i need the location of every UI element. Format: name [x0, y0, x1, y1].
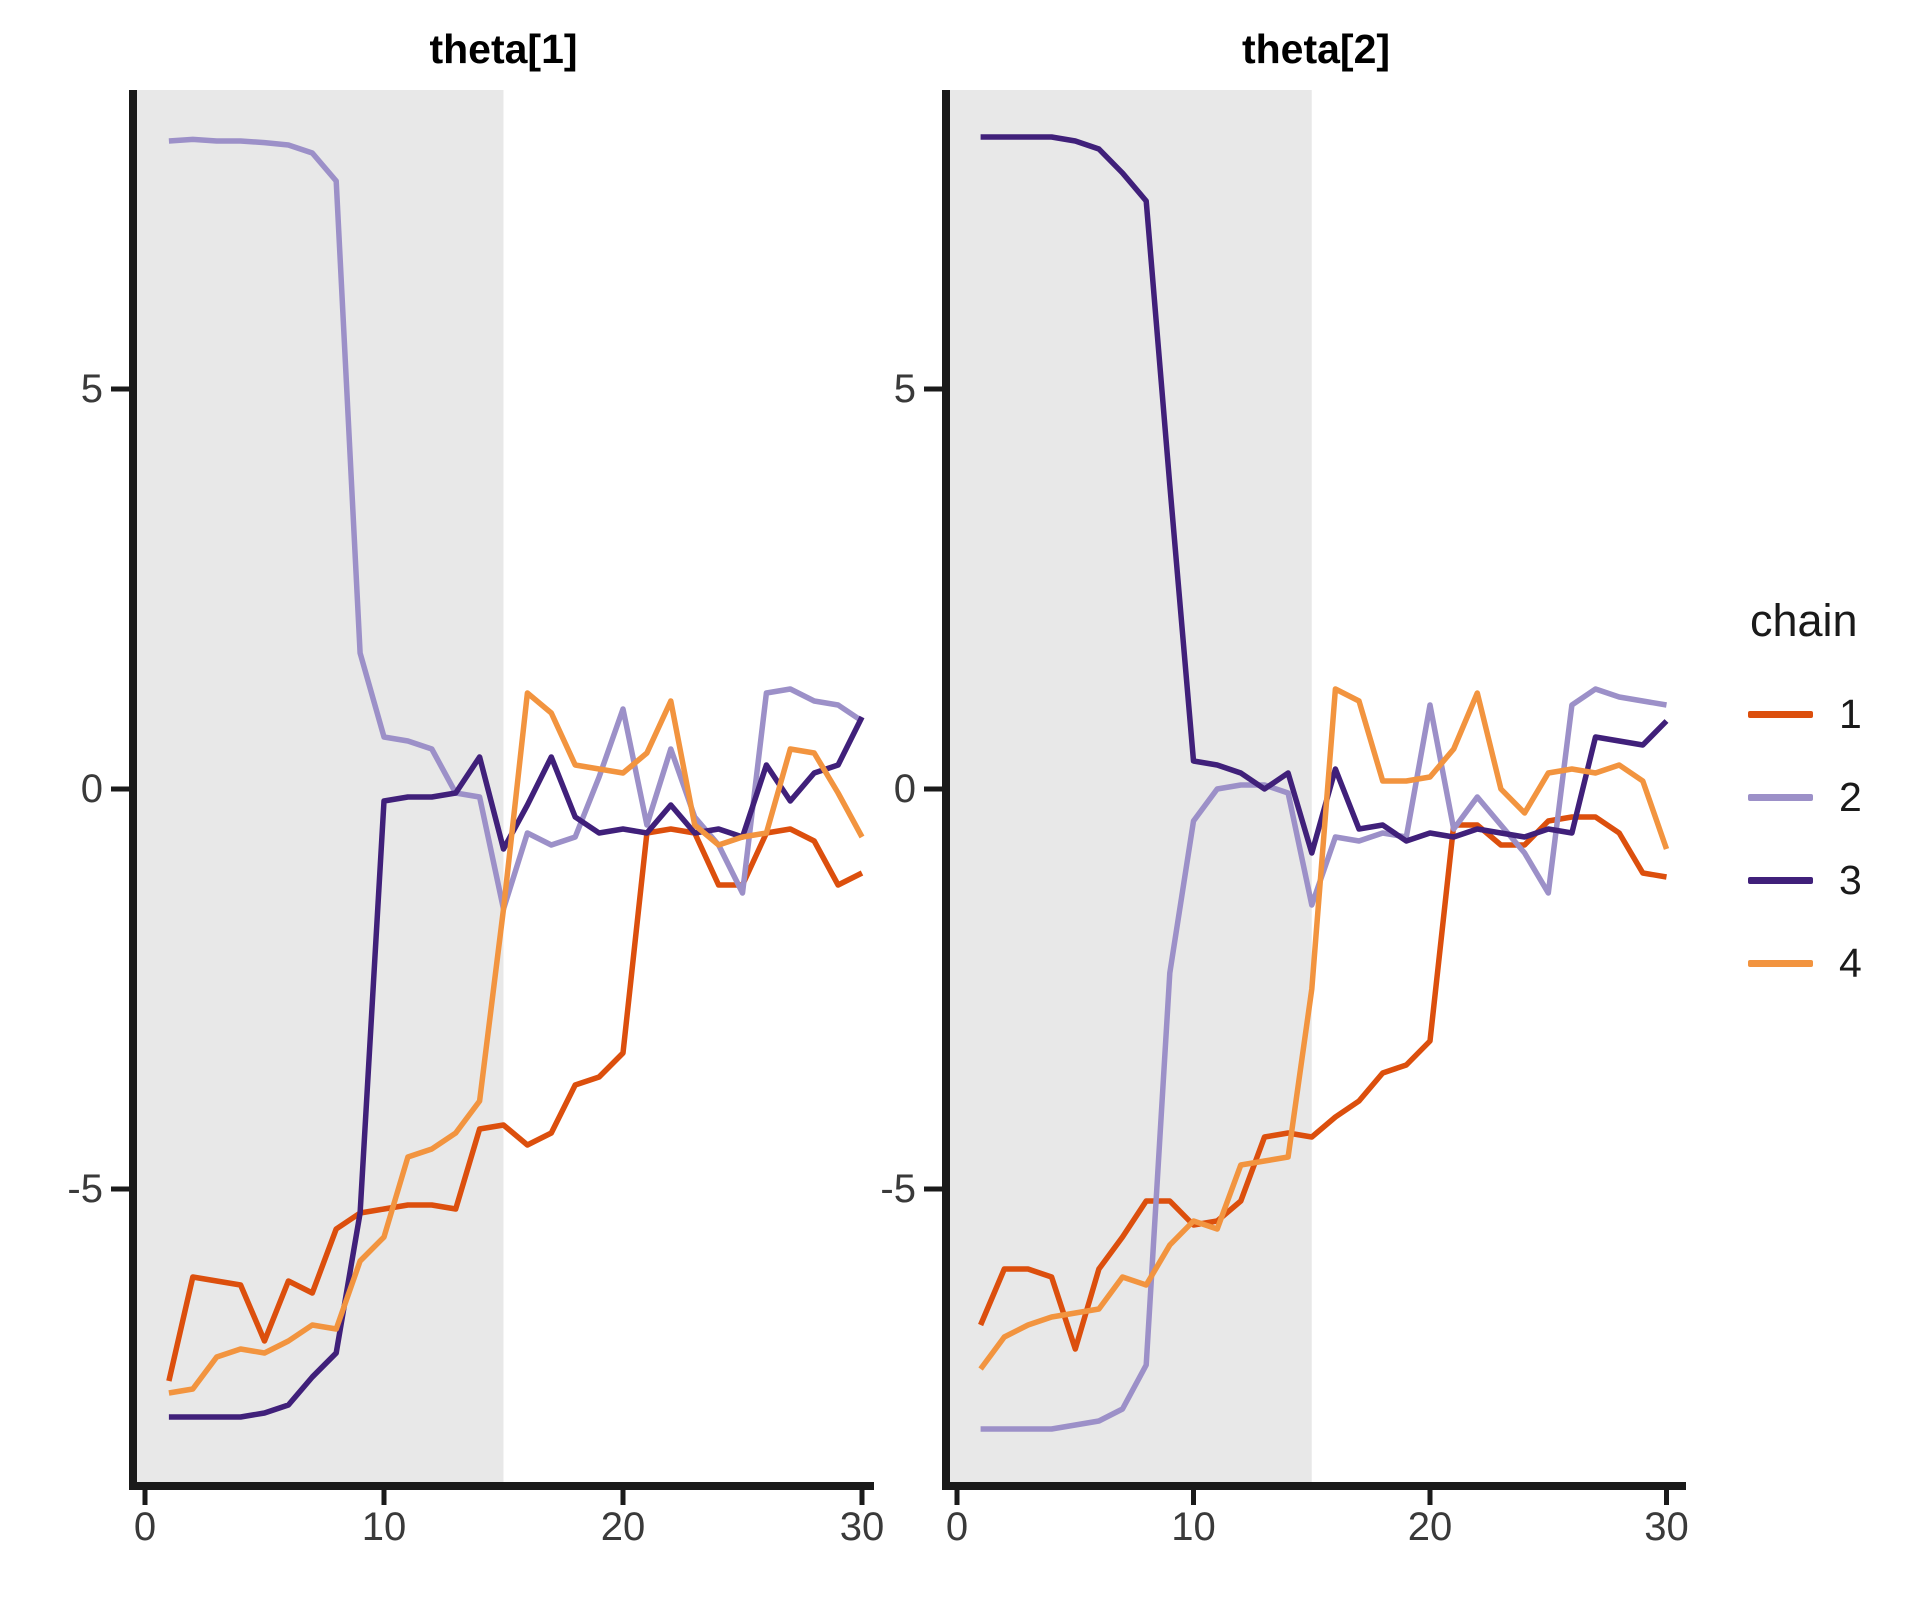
y-tick-mark — [924, 386, 942, 392]
x-tick-label: 0 — [945, 1505, 969, 1549]
y-tick-label: 0 — [893, 767, 916, 811]
legend-label: 1 — [1839, 691, 1862, 737]
chain-4-line-sample — [1748, 960, 1813, 967]
y-tick-mark — [924, 786, 942, 792]
trace-line-chain-3 — [168, 715, 865, 1420]
y-tick-mark — [111, 386, 129, 392]
y-axis-line — [129, 90, 137, 1490]
x-tick-mark — [1427, 1490, 1433, 1505]
legend-label: 2 — [1839, 774, 1862, 820]
chain-2-line-sample — [1748, 794, 1813, 801]
x-tick-mark — [1664, 1490, 1669, 1505]
x-tick-mark — [859, 1490, 865, 1505]
chain-3-line-sample — [1748, 877, 1813, 884]
legend-label: 3 — [1839, 857, 1862, 903]
legend-title: chain — [1750, 595, 1858, 646]
legend-item-chain-1: 1 — [1748, 673, 1862, 756]
y-tick-label: 5 — [893, 367, 916, 411]
x-tick-label: 30 — [839, 1505, 885, 1549]
x-tick-label: 10 — [1171, 1505, 1216, 1549]
x-tick-mark — [954, 1490, 960, 1505]
x-axis-line — [942, 1482, 1686, 1490]
y-tick-mark — [111, 1186, 129, 1192]
y-axis-line — [942, 90, 950, 1490]
x-tick-label: 20 — [600, 1505, 646, 1549]
legend-item-chain-3: 3 — [1748, 839, 1862, 922]
x-tick-mark — [381, 1490, 387, 1505]
panel-title-theta1: theta[1] — [429, 26, 578, 72]
x-tick-label: 10 — [361, 1505, 407, 1549]
y-tick-label: -5 — [880, 1167, 916, 1211]
x-tick-label: 20 — [1407, 1505, 1453, 1549]
trace-line-chain-2 — [168, 136, 864, 912]
legend-item-chain-4: 4 — [1748, 922, 1862, 1005]
trace-line-chain-4 — [168, 690, 865, 1396]
y-tick-label: 0 — [80, 767, 103, 811]
x-tick-mark — [1191, 1490, 1196, 1505]
chain-1-line-sample — [1748, 711, 1813, 718]
y-tick-mark — [924, 1186, 942, 1192]
chain-legend: chain 1 2 3 4 — [1748, 595, 1862, 1005]
x-axis-line — [129, 1482, 874, 1490]
x-tick-mark — [620, 1490, 626, 1505]
trace-line-chain-1 — [978, 814, 1667, 1352]
legend-label: 4 — [1839, 940, 1862, 986]
y-tick-label: 5 — [80, 367, 103, 411]
legend-item-chain-2: 2 — [1748, 756, 1862, 839]
trace-line-chain-4 — [978, 686, 1670, 1371]
x-tick-mark — [142, 1490, 148, 1505]
panel-title-theta2: theta[2] — [1241, 26, 1391, 72]
x-tick-label: 0 — [133, 1505, 157, 1549]
warmup-region — [137, 90, 504, 1482]
y-tick-label: -5 — [67, 1167, 103, 1211]
y-tick-mark — [111, 786, 129, 792]
x-tick-label: 30 — [1644, 1505, 1689, 1549]
